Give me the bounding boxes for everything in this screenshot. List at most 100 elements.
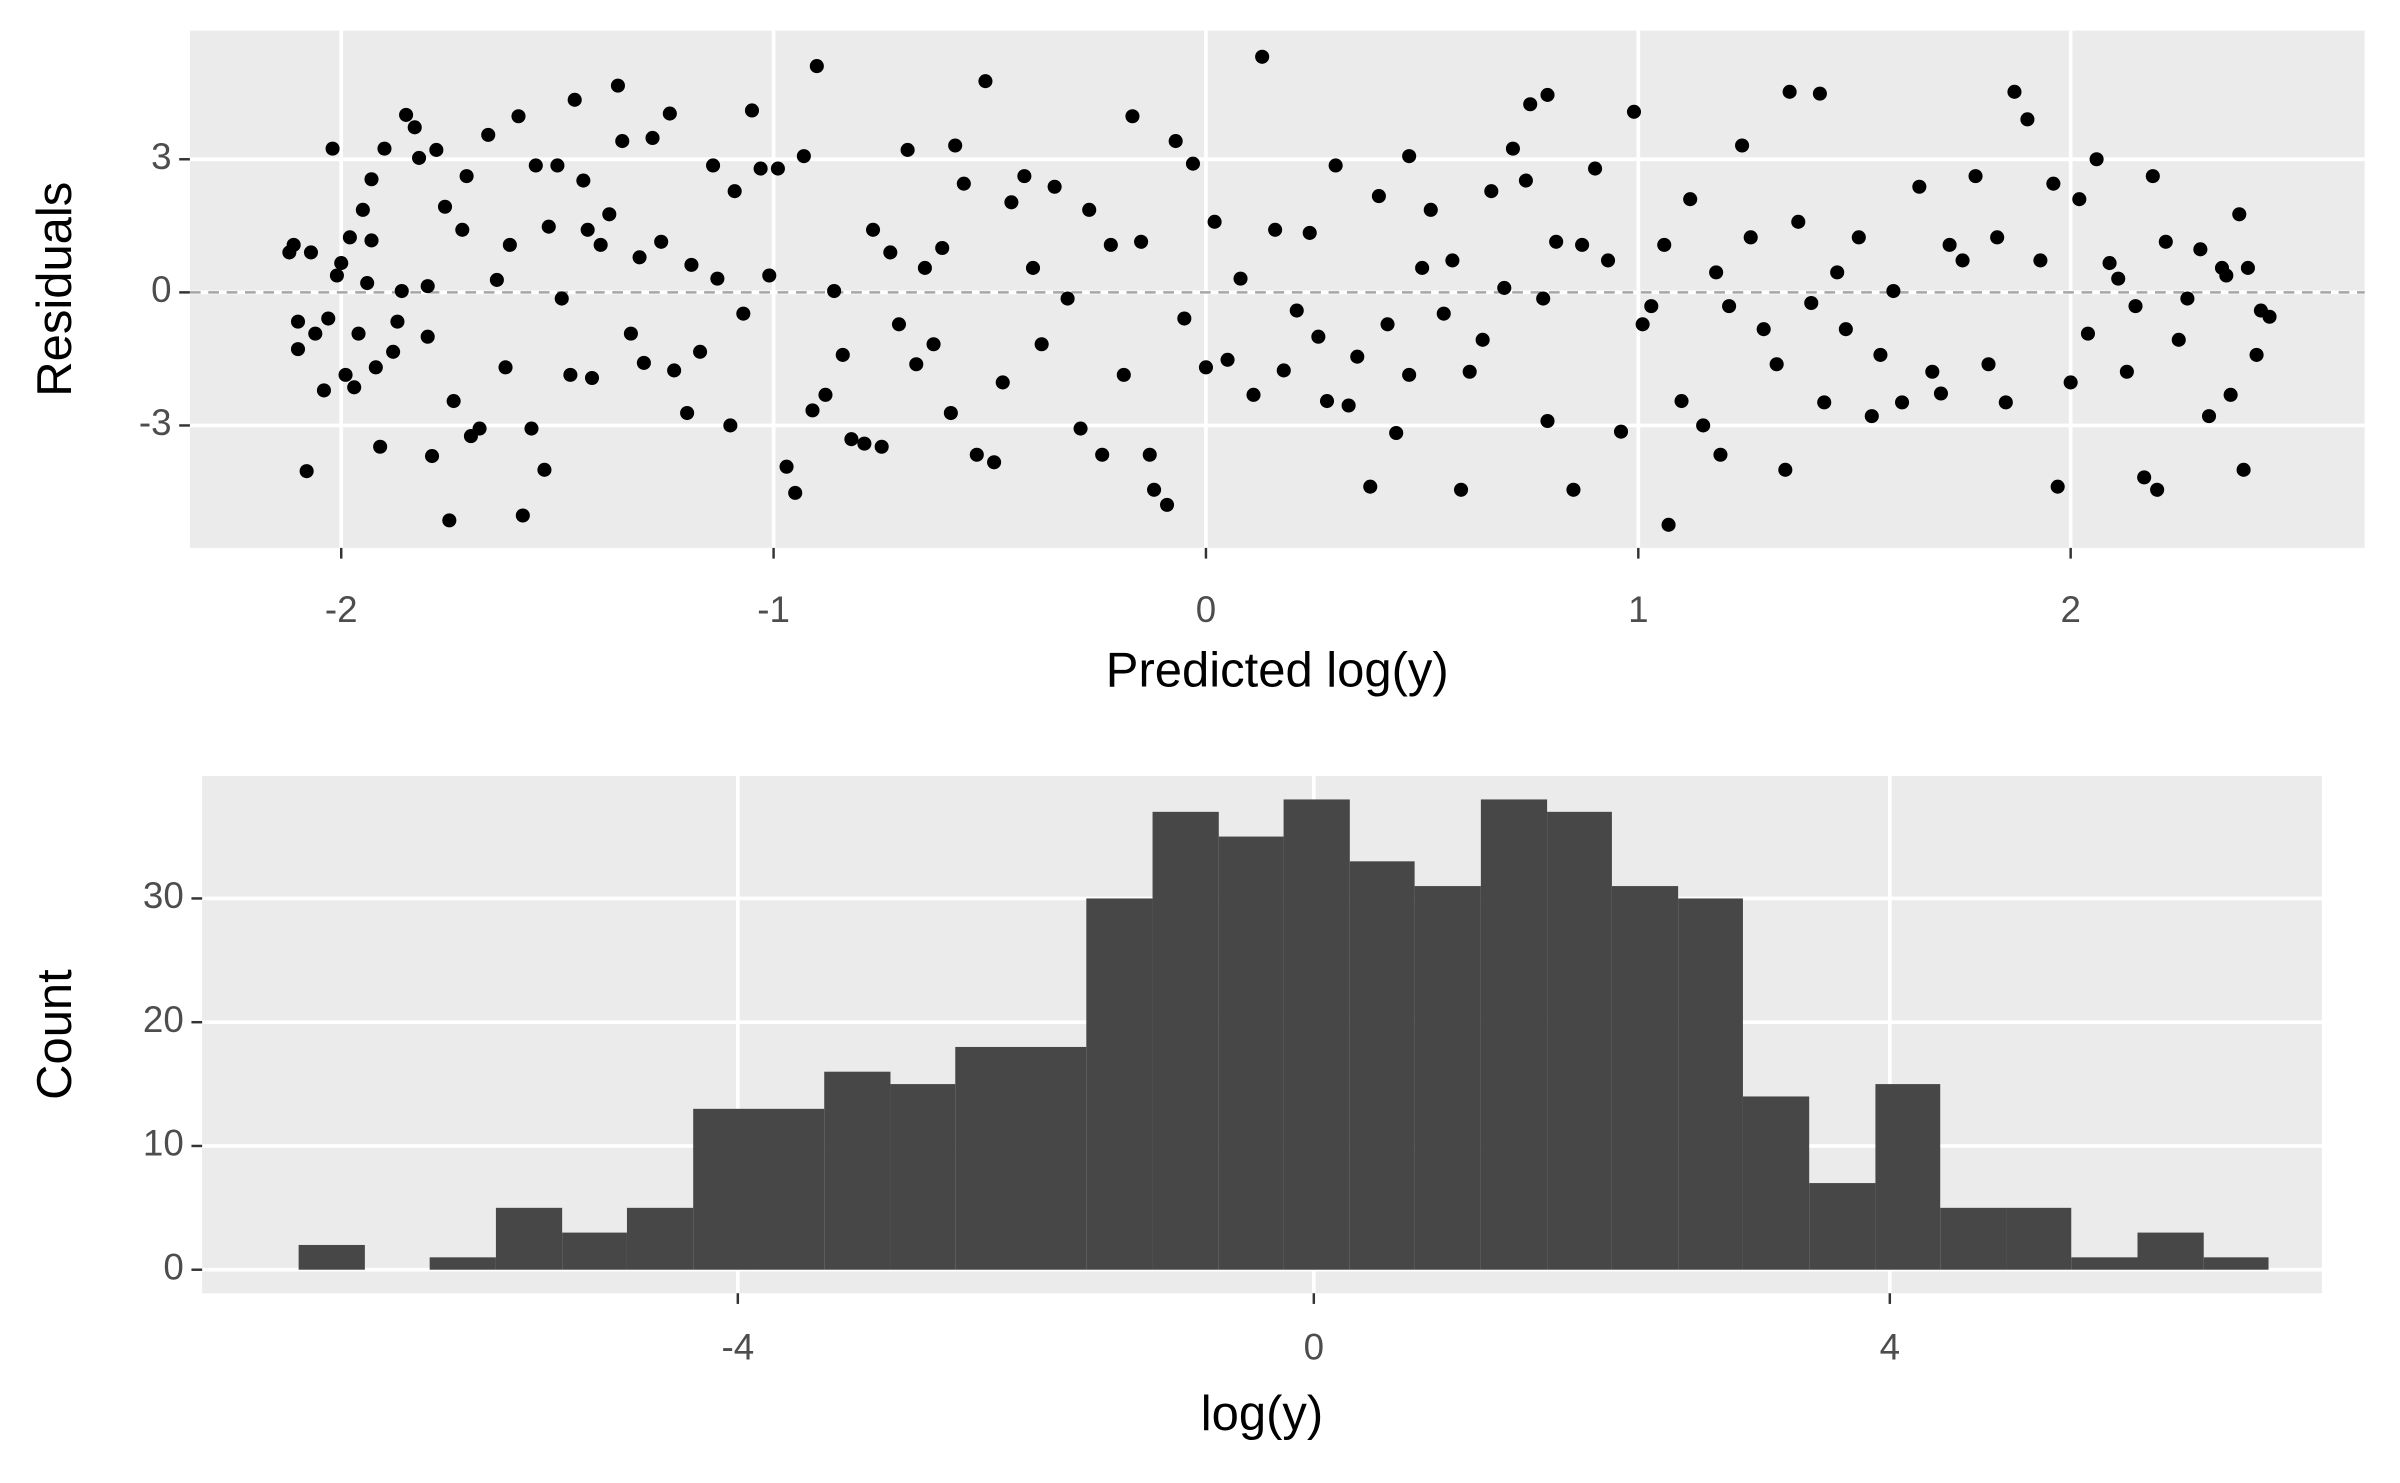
- x-tick-label: -1: [757, 589, 790, 630]
- point: [1371, 189, 1386, 204]
- x-tick-label: 4: [1880, 1327, 1900, 1368]
- histogram-bar: [824, 1071, 891, 1270]
- point: [1566, 482, 1581, 497]
- y-tick-label: -3: [139, 402, 172, 443]
- y-tick-label: 0: [163, 1246, 183, 1287]
- point: [770, 161, 785, 176]
- point: [809, 59, 824, 74]
- point: [2145, 169, 2160, 184]
- point: [502, 237, 517, 252]
- y-tick-label: 30: [143, 875, 184, 916]
- point: [1233, 271, 1248, 286]
- point: [1436, 306, 1451, 321]
- point: [1782, 84, 1797, 99]
- point: [1661, 517, 1676, 532]
- y-axis-title: Residuals: [28, 182, 82, 397]
- point: [541, 219, 556, 234]
- point: [2171, 332, 2186, 347]
- point: [645, 130, 660, 146]
- point: [1886, 283, 1901, 299]
- point: [2193, 242, 2208, 257]
- point: [1756, 322, 1771, 337]
- point: [1769, 357, 1784, 372]
- point: [1635, 317, 1650, 332]
- point: [329, 268, 344, 283]
- point: [351, 326, 366, 341]
- point: [1402, 149, 1417, 164]
- point: [1925, 364, 1940, 379]
- point: [364, 172, 379, 187]
- point: [796, 149, 811, 164]
- point: [515, 508, 530, 523]
- point: [1743, 230, 1758, 245]
- histogram-bar: [1414, 886, 1481, 1270]
- point: [2007, 84, 2022, 99]
- histogram-bar: [495, 1207, 563, 1270]
- point: [1389, 425, 1404, 441]
- y-tick-label: 20: [143, 999, 184, 1040]
- point: [334, 256, 349, 271]
- point: [1644, 299, 1659, 314]
- point: [1095, 447, 1110, 462]
- point: [472, 421, 487, 436]
- point: [1505, 141, 1520, 156]
- point: [2223, 387, 2238, 402]
- point: [1289, 303, 1304, 318]
- point: [632, 250, 647, 265]
- point: [424, 449, 440, 464]
- point: [386, 344, 401, 359]
- point: [1536, 291, 1551, 306]
- point: [1674, 394, 1689, 409]
- point: [610, 78, 625, 93]
- histogram-bar: [2137, 1232, 2204, 1270]
- point: [1981, 357, 1996, 372]
- point: [399, 107, 414, 122]
- point: [2119, 364, 2134, 379]
- point: [1968, 169, 1983, 184]
- point: [1328, 158, 1343, 173]
- x-tick-label: 2: [2060, 589, 2080, 630]
- point: [1073, 421, 1088, 436]
- point: [1601, 253, 1616, 268]
- point: [1142, 447, 1157, 462]
- histogram-bar: [2006, 1207, 2072, 1270]
- histogram-bar: [2071, 1257, 2138, 1270]
- point: [1696, 418, 1711, 433]
- point: [2158, 234, 2173, 249]
- point: [1168, 134, 1183, 149]
- point: [563, 367, 578, 382]
- point: [1159, 497, 1175, 512]
- point: [1017, 169, 1032, 184]
- point: [2080, 326, 2095, 341]
- histogram-bar: [562, 1232, 627, 1270]
- histogram-bar: [1809, 1183, 1876, 1270]
- point: [805, 403, 820, 418]
- x-tick-label: -4: [721, 1327, 754, 1368]
- histogram-bar: [1086, 898, 1153, 1270]
- x-axis-title: Predicted log(y): [1106, 643, 1449, 697]
- point: [636, 355, 651, 370]
- point: [935, 240, 950, 256]
- histogram-bar: [1218, 836, 1284, 1270]
- point: [368, 360, 383, 375]
- point: [1415, 260, 1430, 275]
- point: [1657, 237, 1672, 252]
- point: [1540, 87, 1555, 102]
- point: [615, 134, 630, 149]
- point: [481, 127, 496, 142]
- point: [1341, 398, 1356, 413]
- point: [1722, 299, 1737, 314]
- point: [710, 271, 725, 286]
- point: [827, 283, 842, 299]
- point: [1350, 349, 1365, 364]
- point: [412, 150, 427, 165]
- point: [1791, 214, 1806, 229]
- point: [1709, 265, 1724, 280]
- point: [2249, 347, 2264, 362]
- point: [593, 237, 608, 252]
- histogram-bar: [890, 1084, 956, 1270]
- histogram-bar: [1480, 799, 1548, 1270]
- point: [948, 138, 963, 153]
- point: [455, 222, 470, 237]
